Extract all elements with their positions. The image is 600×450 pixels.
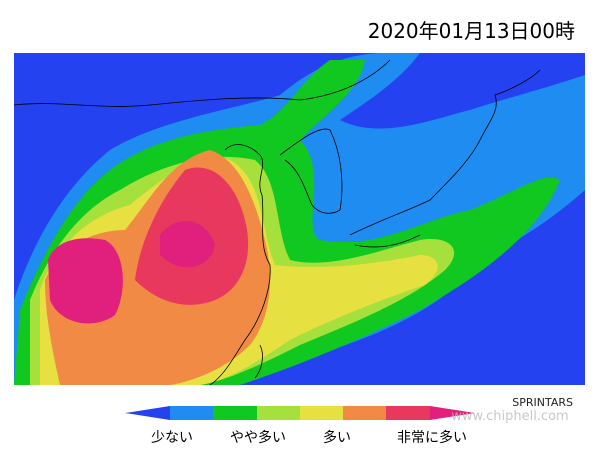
legend-swatch: [300, 406, 343, 420]
legend-swatch: [430, 406, 475, 420]
coastlines: [14, 59, 541, 385]
aerosol-extreme: [48, 238, 123, 324]
legend-swatch: [257, 406, 300, 420]
map: SPRINTARS: [14, 53, 585, 409]
credit: SPRINTARS: [512, 396, 573, 409]
legend-swatch: [213, 406, 257, 420]
legend-label: やや多い: [230, 429, 286, 446]
watermark: www.chiphell.com: [451, 409, 568, 424]
legend-swatch: [343, 406, 386, 420]
title: 2020年01月13日00時: [368, 19, 575, 43]
legend-label: 非常に多い: [397, 429, 467, 446]
legend-swatch: [170, 406, 213, 420]
legend-label: 多い: [323, 429, 351, 446]
legend-swatch: [125, 406, 170, 420]
legend: 少ない やや多い 多い 非常に多い: [125, 406, 475, 446]
legend-swatch: [386, 406, 430, 420]
aerosol-extreme: [160, 221, 215, 268]
legend-label: 少ない: [151, 430, 193, 446]
